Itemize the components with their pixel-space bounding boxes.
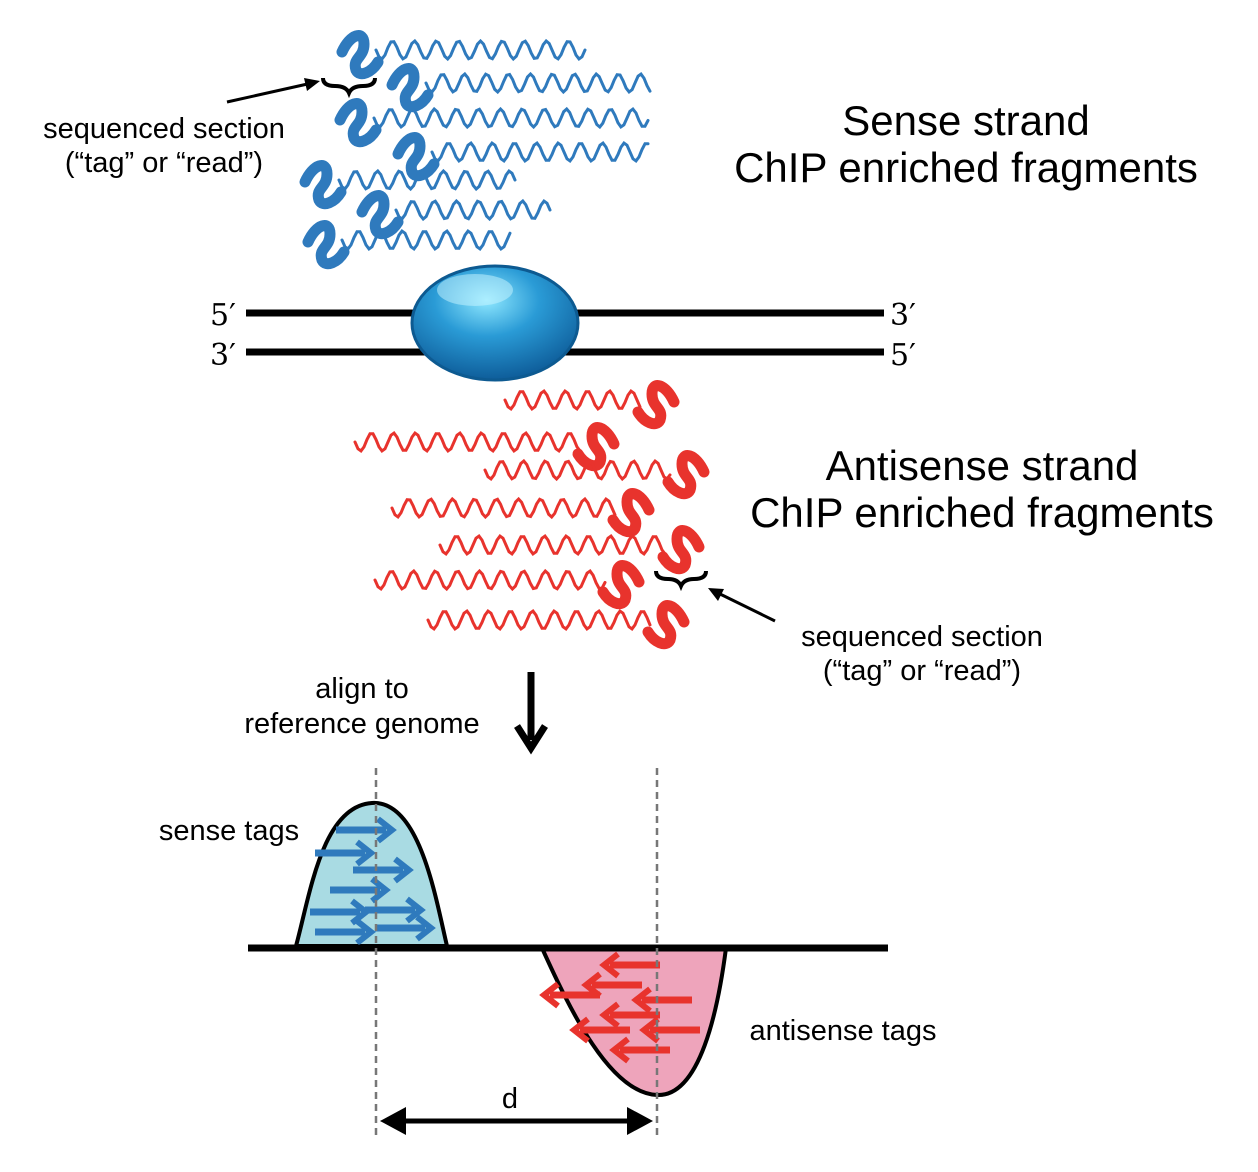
sense-tag-arrow: [365, 896, 426, 924]
antisense-tag-arrow: [569, 1016, 630, 1044]
antisense-callout-arrow: [717, 591, 776, 623]
sense-fragment-wave: [337, 168, 517, 192]
sense-tag-arrow: [315, 918, 376, 946]
sense-fragment-wave: [394, 198, 552, 222]
antisense-fragment-tag: [572, 422, 620, 472]
dna-top-right-label: 3′: [890, 298, 916, 333]
sense-tag-arrows: [310, 816, 436, 946]
sense-callout-line1: sequenced section: [43, 113, 285, 145]
antisense-callout-line1: sequenced section: [801, 621, 1043, 653]
antisense-callout-arrowhead: [708, 588, 724, 601]
sense-fragment-wave: [424, 71, 652, 95]
sense-read-brace: [321, 77, 377, 99]
align-down-arrow: [514, 672, 548, 755]
protein-highlight: [437, 274, 513, 306]
sense-fragment-wave: [374, 38, 587, 62]
antisense-tag-arrow: [609, 1036, 670, 1064]
antisense-read-brace: [654, 570, 708, 592]
sense-fragment-tag: [356, 190, 404, 240]
antisense-title-line1: Antisense strand: [826, 442, 1139, 489]
dna-double-strand: 5′ 3′ 3′ 5′: [210, 264, 916, 382]
sense-tags-label: sense tags: [159, 815, 299, 847]
antisense-fragment-tag: [662, 450, 710, 500]
antisense-fragment-wave: [426, 609, 652, 631]
sense-tag-arrow: [375, 914, 436, 942]
antisense-fragment-tag: [657, 525, 705, 575]
antisense-fragment-wave: [353, 431, 582, 453]
antisense-tag-arrow: [631, 986, 692, 1014]
dna-bottom-right-label: 5′: [890, 338, 916, 373]
sense-fragment-wave: [340, 229, 512, 251]
sense-tag-arrow: [353, 856, 414, 884]
antisense-fragment-tag: [607, 488, 655, 538]
sense-callout: sequenced section (“tag” or “read”): [43, 77, 377, 179]
align-label-line1: align to: [315, 673, 409, 705]
antisense-callout: sequenced section (“tag” or “read”): [654, 570, 1043, 687]
antisense-title-line2: ChIP enriched fragments: [750, 489, 1214, 536]
sense-tag-arrow: [310, 898, 371, 926]
antisense-fragment-wave: [503, 389, 642, 411]
dna-bottom-left-label: 3′: [210, 338, 236, 373]
dna-top-left-label: 5′: [210, 298, 236, 333]
antisense-fragment-tag: [632, 380, 680, 430]
sense-fragments: [299, 30, 652, 270]
distance-label: d: [502, 1083, 518, 1115]
distance-d-arrow: [380, 1107, 653, 1135]
sense-fragment-wave: [430, 141, 650, 163]
sense-callout-line2: (“tag” or “read”): [65, 147, 263, 179]
sense-fragment-tag: [336, 30, 384, 80]
antisense-fragment-wave: [438, 534, 667, 556]
sense-fragment-wave: [372, 106, 650, 130]
sense-fragment-tag: [386, 63, 434, 113]
antisense-fragment-wave: [373, 568, 607, 592]
antisense-peak: [538, 946, 729, 1098]
sense-callout-arrow: [226, 81, 313, 104]
antisense-callout-line2: (“tag” or “read”): [823, 655, 1021, 687]
sense-tag-arrow: [315, 839, 376, 867]
sense-fragment-tag: [299, 160, 347, 210]
antisense-tag-arrows: [539, 951, 700, 1064]
tag-profile: sense tags antisense tags d: [159, 768, 937, 1140]
antisense-tags-label: antisense tags: [749, 1015, 936, 1047]
antisense-tag-arrow: [539, 981, 600, 1009]
sense-fragment-tag: [334, 98, 382, 148]
sense-fragment-tag: [392, 132, 440, 182]
antisense-tag-arrow: [599, 951, 660, 979]
antisense-tag-arrow: [599, 1001, 660, 1029]
antisense-fragments: [353, 380, 710, 650]
antisense-fragment-tag: [597, 560, 645, 610]
sense-title-line2: ChIP enriched fragments: [734, 144, 1198, 191]
align-label-line2: reference genome: [244, 708, 479, 740]
sense-tag-arrow: [336, 816, 397, 844]
sense-title-line1: Sense strand: [842, 97, 1090, 144]
antisense-fragment-wave: [483, 458, 672, 482]
antisense-fragment-tag: [642, 600, 690, 650]
sense-callout-arrowhead: [304, 78, 320, 91]
antisense-tag-arrow: [639, 1016, 700, 1044]
antisense-fragment-wave: [390, 496, 617, 520]
sense-fragment-tag: [302, 220, 350, 270]
